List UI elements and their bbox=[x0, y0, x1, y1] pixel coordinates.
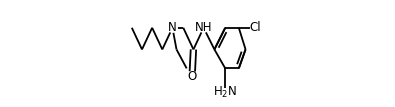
Text: Cl: Cl bbox=[249, 21, 261, 34]
Text: N: N bbox=[168, 21, 177, 34]
Text: NH: NH bbox=[195, 21, 213, 34]
Text: H$_2$N: H$_2$N bbox=[213, 85, 237, 100]
Text: O: O bbox=[188, 70, 197, 83]
